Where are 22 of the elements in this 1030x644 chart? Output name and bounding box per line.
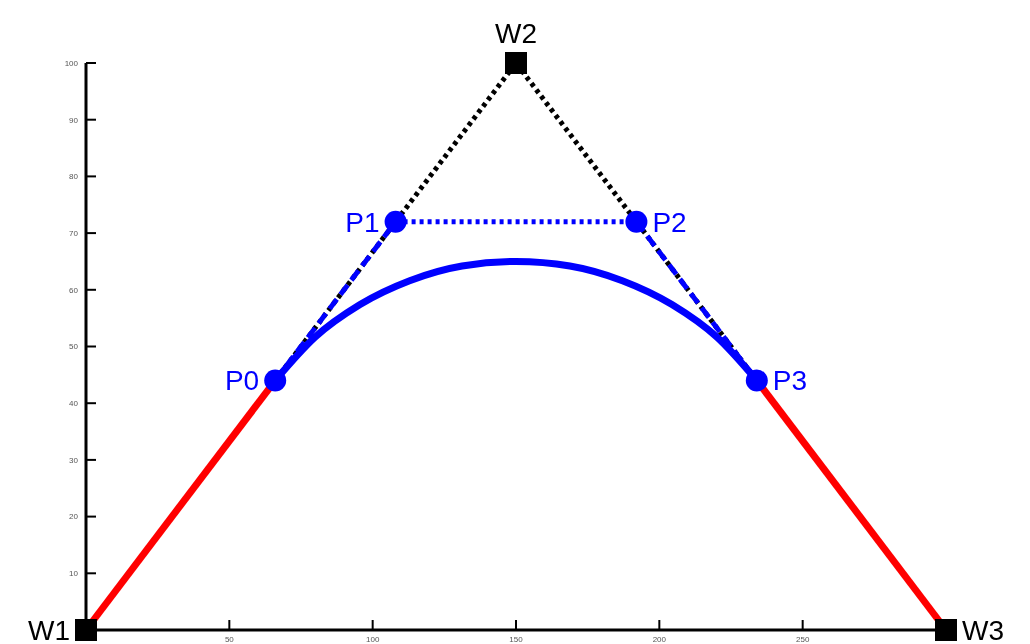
- annotation: P1: [345, 206, 380, 238]
- annotation: P3: [772, 365, 808, 397]
- y-tick-label: 40: [69, 399, 79, 408]
- annotation: W3: [962, 614, 1004, 644]
- y-tick-label: 80: [69, 172, 79, 182]
- x-tick-label: 100: [365, 635, 380, 644]
- y-tick-label: 10: [69, 569, 79, 579]
- x-tick-label: 250: [795, 635, 810, 644]
- annotation: W1: [28, 614, 70, 644]
- y-tick-label: 30: [69, 455, 79, 465]
- y-tick-label: 90: [69, 115, 79, 125]
- x-tick-label: 200: [652, 635, 667, 644]
- y-tick-label: 70: [69, 228, 79, 238]
- y-tick-label: 100: [64, 58, 79, 68]
- annotation: W2: [495, 18, 537, 49]
- x-tick-label: 150: [509, 635, 524, 644]
- y-tick-label: 50: [69, 342, 79, 352]
- y-tick-label: 20: [69, 512, 79, 522]
- x-tick-label: 50: [224, 635, 235, 644]
- annotation: P2: [652, 206, 687, 238]
- annotation: P0: [224, 365, 260, 397]
- y-tick-label: 60: [69, 285, 79, 295]
